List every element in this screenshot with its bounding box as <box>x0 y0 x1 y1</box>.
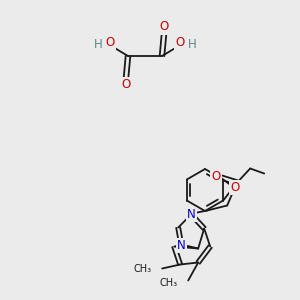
Text: O: O <box>176 35 184 49</box>
Text: H: H <box>94 38 102 52</box>
Text: N: N <box>187 208 196 221</box>
Text: O: O <box>122 79 130 92</box>
Text: CH₃: CH₃ <box>133 263 151 274</box>
Text: O: O <box>212 170 221 183</box>
Text: O: O <box>105 35 115 49</box>
Text: N: N <box>177 239 186 252</box>
Text: CH₃: CH₃ <box>159 278 177 287</box>
Text: O: O <box>159 20 169 34</box>
Text: O: O <box>231 181 240 194</box>
Text: N: N <box>187 208 196 221</box>
Text: H: H <box>188 38 196 52</box>
